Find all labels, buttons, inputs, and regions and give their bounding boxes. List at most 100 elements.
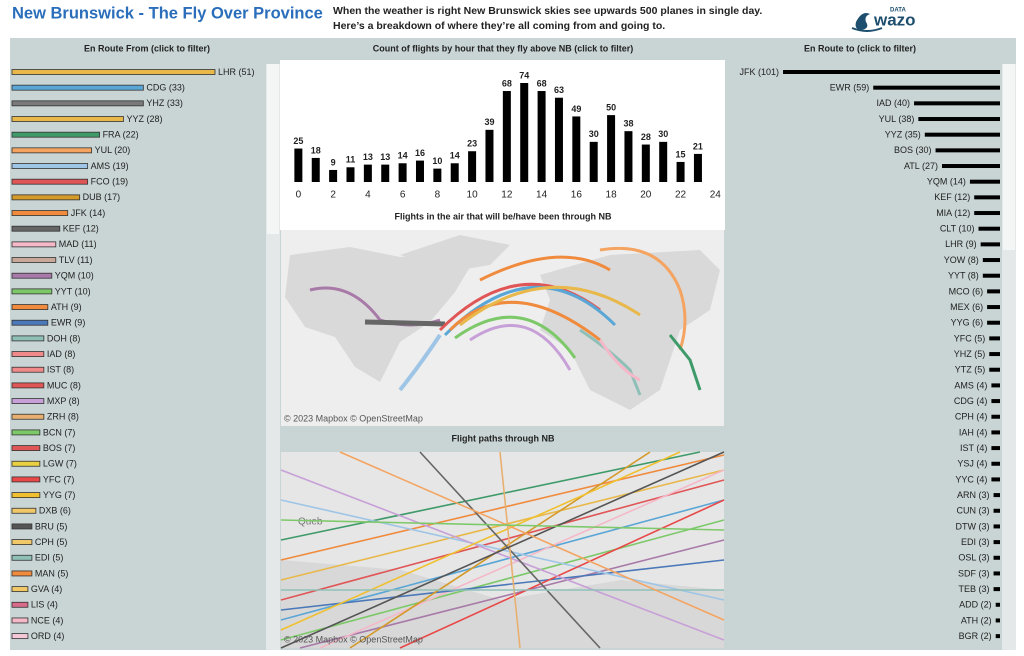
value-label: 13 bbox=[380, 152, 390, 162]
bar-label: YYT (10) bbox=[55, 286, 91, 296]
bar bbox=[993, 508, 1000, 513]
bar-label: JFK (14) bbox=[71, 208, 106, 218]
bar-label: IST (4) bbox=[960, 443, 987, 453]
bar-label: LGW (7) bbox=[43, 459, 77, 469]
map-2: Queb © 2023 Mapbox © OpenStreetMap bbox=[280, 451, 725, 649]
bar-label: CLT (10) bbox=[940, 224, 975, 234]
bar-label: AMS (4) bbox=[954, 380, 987, 390]
bar bbox=[11, 633, 29, 640]
bar bbox=[11, 507, 37, 514]
bar bbox=[329, 169, 338, 182]
bar bbox=[11, 272, 53, 279]
bar bbox=[11, 539, 33, 545]
bar-label: BRU (5) bbox=[35, 521, 68, 531]
bar bbox=[924, 132, 1000, 137]
value-label: 18 bbox=[311, 145, 321, 155]
bar bbox=[11, 304, 49, 310]
bar bbox=[11, 366, 45, 373]
bar-label: AMS (19) bbox=[91, 161, 129, 171]
bar bbox=[433, 168, 442, 182]
bar-label: MAD (11) bbox=[59, 239, 97, 249]
bar-label: YUL (38) bbox=[879, 114, 915, 124]
x-tick-label: 14 bbox=[536, 190, 548, 201]
value-label: 10 bbox=[432, 156, 442, 166]
land bbox=[281, 560, 724, 648]
value-label: 16 bbox=[415, 148, 425, 158]
bar bbox=[11, 147, 93, 154]
bar-label: ATH (9) bbox=[51, 302, 82, 312]
bar bbox=[554, 97, 563, 182]
bar bbox=[11, 131, 100, 138]
bar bbox=[11, 210, 69, 216]
bar bbox=[11, 225, 61, 232]
scroll-thumb[interactable] bbox=[267, 64, 279, 234]
bar bbox=[982, 258, 1000, 263]
bar bbox=[11, 586, 29, 593]
bar bbox=[11, 100, 144, 107]
bar-label: YTZ (5) bbox=[955, 365, 986, 375]
bar bbox=[11, 413, 45, 420]
bar-label: CPH (5) bbox=[35, 537, 68, 547]
x-tick-label: 22 bbox=[675, 190, 687, 201]
bar-label: MXP (8) bbox=[47, 396, 80, 406]
bar bbox=[11, 116, 124, 122]
logo-small: DATA bbox=[890, 8, 906, 14]
bar bbox=[980, 242, 1000, 247]
bar bbox=[572, 116, 581, 182]
bar bbox=[11, 351, 45, 357]
place-label: Queb bbox=[298, 517, 323, 528]
value-label: 39 bbox=[484, 117, 494, 127]
bar bbox=[641, 144, 650, 182]
bar-label: YOW (8) bbox=[944, 255, 979, 265]
bar bbox=[11, 476, 41, 483]
hour-panel bbox=[280, 60, 725, 230]
bar-label: YYC (4) bbox=[955, 474, 987, 484]
bar-label: CPH (4) bbox=[955, 412, 988, 422]
bar bbox=[520, 83, 529, 182]
bar bbox=[363, 164, 372, 182]
value-label: 21 bbox=[693, 141, 703, 151]
bar bbox=[11, 429, 41, 436]
scroll-thumb[interactable] bbox=[1003, 64, 1015, 250]
map-attribution: © 2023 Mapbox © OpenStreetMap bbox=[284, 634, 423, 644]
value-label: 50 bbox=[606, 102, 616, 112]
bar-label: IAH (4) bbox=[959, 427, 988, 437]
bar bbox=[991, 446, 1000, 451]
bar bbox=[982, 273, 1000, 278]
value-label: 68 bbox=[537, 78, 547, 88]
bar-label: YHZ (5) bbox=[954, 349, 986, 359]
bar bbox=[346, 167, 355, 182]
bar bbox=[974, 195, 1000, 200]
bar bbox=[11, 288, 53, 295]
x-tick-label: 2 bbox=[330, 190, 336, 201]
bar bbox=[989, 336, 1000, 341]
bar-label: MEX (6) bbox=[950, 302, 983, 312]
bar bbox=[659, 141, 668, 182]
bar-label: YFC (7) bbox=[43, 474, 75, 484]
bar-label: MCO (6) bbox=[949, 286, 984, 296]
bar bbox=[989, 367, 1000, 372]
bar-label: LIS (4) bbox=[31, 600, 58, 610]
bar bbox=[991, 414, 1000, 419]
bar bbox=[987, 289, 1000, 294]
bar-label: CDG (33) bbox=[146, 83, 185, 93]
value-label: 38 bbox=[623, 119, 633, 129]
value-label: 63 bbox=[554, 85, 564, 95]
bar-label: EWR (9) bbox=[51, 318, 86, 328]
bar bbox=[935, 148, 1000, 153]
bar bbox=[995, 618, 1000, 623]
flight-tracks bbox=[309, 246, 702, 396]
bar bbox=[11, 601, 29, 608]
bar-label: DUB (17) bbox=[83, 192, 121, 202]
bar-label: MAN (5) bbox=[35, 568, 69, 578]
bar bbox=[468, 151, 477, 182]
bar bbox=[485, 129, 494, 182]
bar bbox=[989, 352, 1000, 357]
value-label: 74 bbox=[519, 70, 529, 80]
bar bbox=[11, 492, 41, 498]
x-tick-label: 18 bbox=[606, 190, 618, 201]
bar bbox=[993, 587, 1000, 592]
value-label: 13 bbox=[363, 152, 373, 162]
bar-label: SDF (3) bbox=[958, 568, 990, 578]
bar-label: LHR (51) bbox=[218, 67, 255, 77]
